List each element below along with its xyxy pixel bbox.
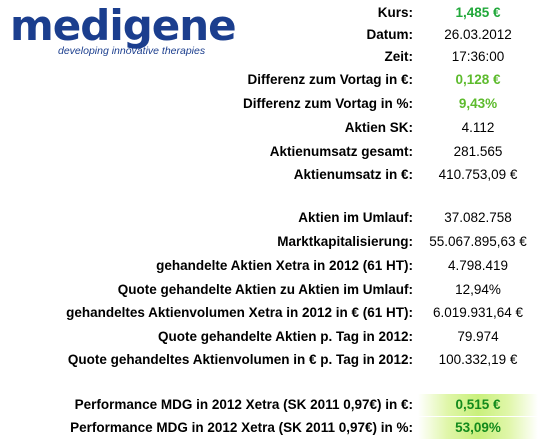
row-performance-eur: Performance MDG in 2012 Xetra (SK 2011 0… bbox=[0, 394, 547, 416]
label-diff-pct: Differenz zum Vortag in %: bbox=[242, 96, 413, 111]
row-aktienumsatz-eur: Aktienumsatz in €: 410.753,09 € bbox=[0, 164, 547, 186]
value-quote-aktien-tag: 79.974 bbox=[457, 329, 499, 344]
label-datum: Datum: bbox=[366, 27, 414, 42]
medigene-logo: medigene developing innovative therapies bbox=[10, 1, 237, 64]
logo-wordmark: medigene bbox=[10, 1, 237, 50]
value-performance-eur: 0,515 € bbox=[418, 394, 538, 416]
label-quote-umlauf: Quote gehandelte Aktien zu Aktien im Uml… bbox=[117, 282, 413, 297]
row-gehandelte-aktien: gehandelte Aktien Xetra in 2012 (61 HT):… bbox=[0, 255, 547, 277]
label-aktien-sk: Aktien SK: bbox=[344, 120, 413, 135]
row-kurs: Kurs: 1,485 € bbox=[0, 2, 547, 24]
value-aktienumsatz-eur: 410.753,09 € bbox=[438, 167, 518, 182]
row-marktkapitalisierung: Marktkapitalisierung: 55.067.895,63 € bbox=[0, 231, 547, 253]
row-datum: Datum: 26.03.2012 bbox=[0, 24, 547, 46]
value-quote-volumen-tag: 100.332,19 € bbox=[438, 352, 518, 367]
value-aktien-umlauf: 37.082.758 bbox=[444, 210, 512, 225]
label-zeit: Zeit: bbox=[384, 49, 414, 64]
logo-tagline: developing innovative therapies bbox=[58, 45, 206, 57]
row-quote-aktien-tag: Quote gehandelte Aktien p. Tag in 2012: … bbox=[0, 326, 547, 348]
value-zeit: 17:36:00 bbox=[451, 49, 505, 64]
value-performance-pct: 53,09% bbox=[418, 417, 538, 439]
value-aktienvolumen: 6.019.931,64 € bbox=[432, 305, 524, 320]
row-aktienvolumen: gehandeltes Aktienvolumen Xetra in 2012 … bbox=[0, 302, 547, 324]
value-aktien-sk: 4.112 bbox=[461, 120, 495, 135]
value-kurs: 1,485 € bbox=[455, 5, 501, 20]
row-performance-pct: Performance MDG in 2012 Xetra (SK 2011 0… bbox=[0, 417, 547, 439]
label-quote-aktien-tag: Quote gehandelte Aktien p. Tag in 2012: bbox=[157, 329, 413, 344]
label-quote-volumen-tag: Quote gehandeltes Aktienvolumen in € p. … bbox=[67, 352, 413, 367]
label-aktienvolumen: gehandeltes Aktienvolumen Xetra in 2012 … bbox=[66, 305, 413, 320]
row-quote-umlauf: Quote gehandelte Aktien zu Aktien im Uml… bbox=[0, 279, 547, 301]
value-marktkapitalisierung: 55.067.895,63 € bbox=[429, 234, 527, 249]
value-diff-eur: 0,128 € bbox=[455, 72, 501, 87]
label-performance-eur: Performance MDG in 2012 Xetra (SK 2011 0… bbox=[74, 397, 413, 412]
label-performance-pct: Performance MDG in 2012 Xetra (SK 2011 0… bbox=[70, 420, 413, 435]
row-diff-eur: Differenz zum Vortag in €: 0,128 € bbox=[0, 69, 547, 91]
label-diff-eur: Differenz zum Vortag in €: bbox=[247, 72, 413, 87]
label-gehandelte-aktien: gehandelte Aktien Xetra in 2012 (61 HT): bbox=[156, 258, 413, 273]
label-marktkapitalisierung: Marktkapitalisierung: bbox=[277, 234, 413, 249]
row-aktien-umlauf: Aktien im Umlauf: 37.082.758 bbox=[0, 207, 547, 229]
value-diff-pct: 9,43% bbox=[458, 96, 498, 111]
value-datum: 26.03.2012 bbox=[444, 27, 512, 42]
label-aktien-umlauf: Aktien im Umlauf: bbox=[298, 210, 413, 225]
row-diff-pct: Differenz zum Vortag in %: 9,43% bbox=[0, 93, 547, 115]
label-aktienumsatz-gesamt: Aktienumsatz gesamt: bbox=[269, 144, 413, 159]
row-aktienumsatz-gesamt: Aktienumsatz gesamt: 281.565 bbox=[0, 141, 547, 163]
label-kurs: Kurs: bbox=[377, 5, 413, 20]
value-gehandelte-aktien: 4.798.419 bbox=[447, 258, 509, 273]
row-quote-volumen-tag: Quote gehandeltes Aktienvolumen in € p. … bbox=[0, 349, 547, 371]
row-aktien-sk: Aktien SK: 4.112 bbox=[0, 117, 547, 139]
label-aktienumsatz-eur: Aktienumsatz in €: bbox=[293, 167, 413, 182]
value-quote-umlauf: 12,94% bbox=[455, 282, 501, 297]
row-zeit: Zeit: 17:36:00 bbox=[0, 46, 547, 68]
value-aktienumsatz-gesamt: 281.565 bbox=[453, 144, 503, 159]
